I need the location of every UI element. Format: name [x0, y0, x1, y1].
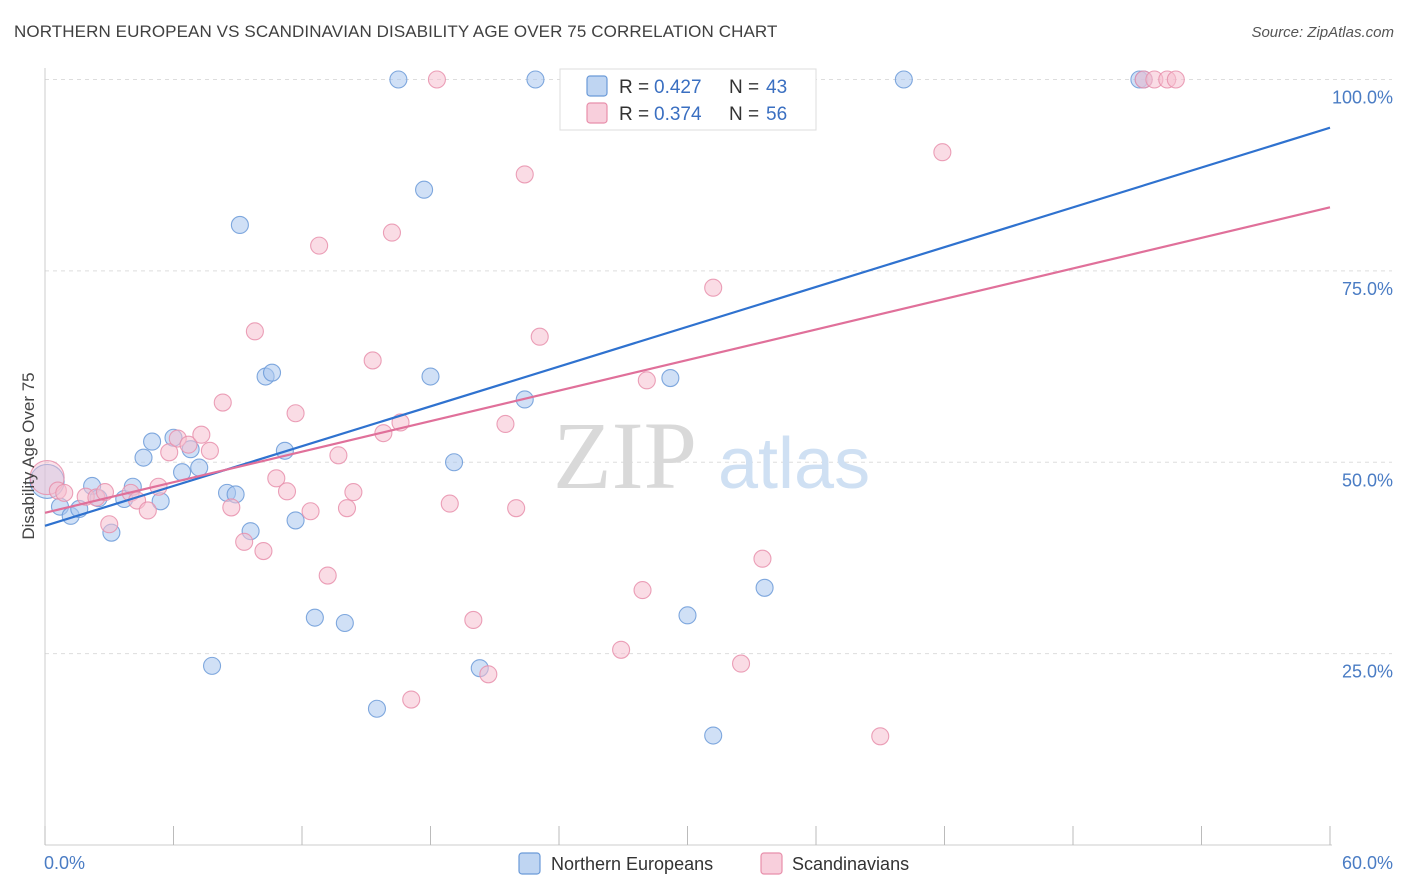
point-northern-europeans-30	[421, 367, 440, 386]
point-scandinavians-26	[318, 566, 337, 585]
point-scandinavians-16	[213, 393, 232, 412]
point-scandinavians-9	[138, 501, 157, 520]
point-scandinavians-37	[464, 610, 483, 629]
point-scandinavians-50	[871, 727, 890, 746]
point-northern-europeans-31	[445, 453, 464, 472]
point-northern-europeans-16	[203, 656, 222, 675]
point-scandinavians-36	[440, 494, 459, 513]
point-scandinavians-25	[310, 236, 329, 255]
point-scandinavians-24	[301, 502, 320, 521]
point-scandinavians-46	[637, 371, 656, 390]
point-scandinavians-23	[286, 404, 305, 423]
trend-line-northern-europeans	[44, 126, 1331, 527]
point-scandinavians-32	[382, 223, 402, 242]
x-tick-label-left: 0.0%	[44, 853, 85, 873]
point-northern-europeans-24	[286, 511, 305, 530]
point-northern-europeans-26	[335, 613, 354, 633]
y-axis-title: Disability Age Over 75	[19, 372, 38, 539]
point-northern-europeans-38	[704, 726, 723, 745]
point-northern-europeans-19	[230, 215, 249, 234]
point-scandinavians-55	[1166, 70, 1185, 89]
legend-r-value-1: 0.427	[654, 77, 702, 98]
point-scandinavians-27	[329, 446, 348, 465]
watermark: ZIP atlas	[553, 402, 870, 509]
point-scandinavians-38	[479, 665, 498, 684]
point-scandinavians-15	[200, 441, 219, 460]
legend-swatch-northern-europeans	[586, 75, 608, 97]
legend-swatch-scandinavians	[586, 102, 608, 124]
point-scandinavians-39	[496, 414, 515, 434]
series-legend-label-scandinavians: Scandinavians	[792, 854, 909, 874]
point-scandinavians-35	[427, 70, 446, 89]
series-legend-label-northern-europeans: Northern Europeans	[551, 854, 713, 874]
point-scandinavians-42	[530, 327, 549, 346]
point-northern-europeans-9	[134, 448, 153, 467]
point-northern-europeans-36	[661, 368, 680, 388]
y-tick-labels: 25.0% 50.0% 75.0% 100.0%	[1332, 88, 1393, 682]
point-scandinavians-14	[192, 425, 211, 444]
point-scandinavians-47	[704, 278, 723, 297]
point-scandinavians-40	[507, 499, 526, 518]
watermark-atlas: atlas	[718, 424, 870, 504]
point-scandinavians-44	[612, 640, 631, 659]
point-scandinavians-18	[235, 532, 254, 551]
point-northern-europeans-29	[415, 180, 434, 199]
point-scandinavians-13	[179, 435, 198, 454]
source-credit: Source: ZipAtlas.com	[1251, 24, 1394, 41]
point-scandinavians-41	[515, 165, 534, 184]
legend-n-value-1: 43	[766, 77, 787, 98]
point-northern-europeans-34	[526, 70, 545, 89]
trend-line-scandinavians	[44, 206, 1331, 514]
y-tick-label-1: 50.0%	[1342, 470, 1393, 490]
series-legend-swatch-scandinavians	[760, 852, 783, 875]
legend-n-label-1: N =	[729, 77, 759, 98]
correlation-legend: R = 0.427 N = 43 R = 0.374 N = 56	[559, 68, 817, 131]
point-scandinavians-21	[267, 469, 286, 488]
x-tick-label-right: 60.0%	[1342, 853, 1393, 873]
legend-n-label-2: N =	[729, 104, 759, 125]
point-northern-europeans-27	[367, 699, 387, 718]
point-scandinavians-17	[222, 498, 241, 517]
point-scandinavians-20	[254, 541, 273, 561]
trend-lines	[44, 126, 1331, 527]
point-northern-europeans-40	[894, 70, 913, 89]
y-tick-label-0: 25.0%	[1342, 662, 1393, 682]
legend-r-value-2: 0.374	[654, 104, 702, 125]
point-scandinavians-48	[731, 654, 751, 673]
axes	[44, 68, 1332, 846]
point-scandinavians-28	[337, 499, 357, 518]
point-northern-europeans-15	[190, 458, 209, 477]
series-legend-swatch-northern-europeans	[518, 852, 541, 875]
point-scandinavians-2	[55, 483, 74, 502]
point-northern-europeans-10	[143, 432, 162, 451]
point-scandinavians-22	[277, 482, 297, 501]
point-scandinavians-6	[100, 515, 119, 534]
point-northern-europeans-28	[389, 70, 408, 89]
grid-lines	[45, 79, 1392, 655]
point-scandinavians-49	[753, 549, 772, 568]
series-legend: Northern Europeans Scandinavians	[518, 852, 909, 875]
watermark-zip: ZIP	[553, 402, 697, 509]
point-scandinavians-19	[245, 322, 264, 341]
chart-title: NORTHERN EUROPEAN VS SCANDINAVIAN DISABI…	[14, 22, 778, 41]
point-northern-europeans-39	[755, 578, 774, 597]
y-tick-label-3: 100.0%	[1332, 88, 1393, 108]
legend-r-label-1: R =	[619, 77, 649, 98]
point-scandinavians-30	[363, 351, 382, 370]
y-tick-label-2: 75.0%	[1342, 279, 1393, 299]
point-scandinavians-51	[933, 143, 952, 162]
legend-r-label-2: R =	[619, 104, 649, 125]
legend-n-value-2: 56	[766, 104, 787, 125]
point-scandinavians-11	[160, 443, 179, 462]
point-northern-europeans-37	[678, 606, 697, 625]
point-northern-europeans-25	[305, 608, 324, 627]
point-scandinavians-34	[402, 690, 421, 709]
point-northern-europeans-22	[262, 363, 282, 382]
point-scandinavians-5	[95, 483, 115, 502]
point-scandinavians-45	[633, 581, 652, 600]
point-scandinavians-29	[344, 483, 363, 502]
